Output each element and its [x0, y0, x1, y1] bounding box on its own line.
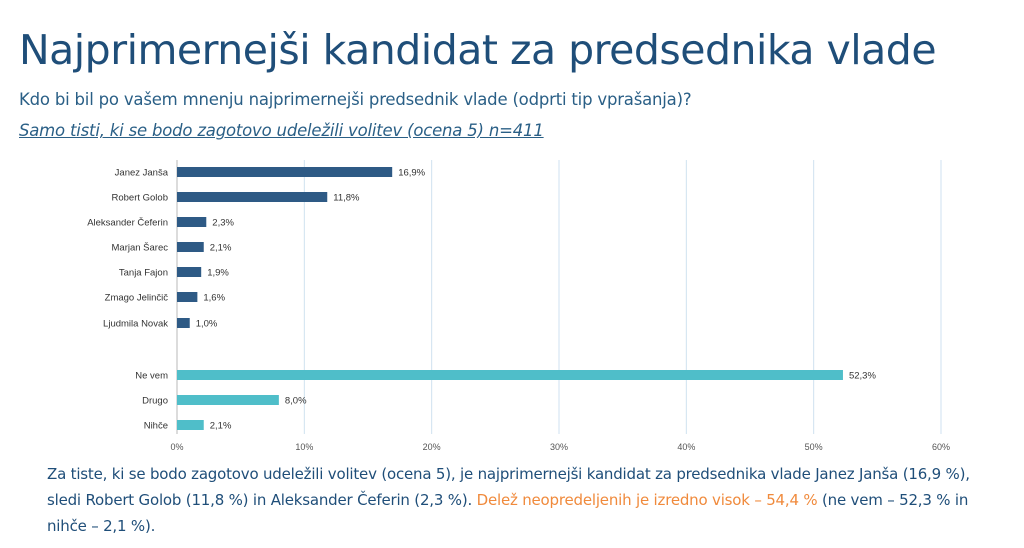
sample-note: Samo tisti, ki se bodo zagotovo udeležil… [19, 121, 544, 140]
value-label: 2,1% [210, 421, 232, 432]
bar [177, 267, 202, 277]
x-tick-label: 20% [423, 442, 441, 452]
question-subtitle: Kdo bi bil po vašem mnenju najprimernejš… [19, 90, 692, 109]
bars [177, 167, 843, 430]
x-tick-label: 50% [805, 442, 823, 452]
bar-chart: 0% 10% 20% 30% 40% 50% 60% Janez Janša 16,9% Robe… [87, 160, 950, 453]
summary-part-2: (ne vem – 52,3 % in nihče – 2,1 %). [47, 491, 969, 535]
category-label: Zmago Jelinčič [105, 293, 169, 304]
category-label: Tanja Fajon [119, 268, 168, 279]
category-label: Janez Janša [115, 168, 169, 179]
bar [177, 370, 843, 380]
value-label: 2,1% [210, 243, 232, 254]
category-label: Drugo [142, 396, 168, 407]
bar [177, 292, 198, 302]
category-label: Robert Golob [111, 193, 168, 204]
category-label: Nihče [144, 421, 168, 432]
category-label: Ljudmila Novak [103, 319, 168, 330]
value-label: 1,0% [196, 319, 218, 330]
bar [177, 318, 190, 328]
grid-lines [176, 160, 942, 434]
labels: 0% 10% 20% 30% 40% 50% 60% Janez Janša 16,9% Robe… [87, 168, 950, 453]
category-label: Aleksander Čeferin [87, 218, 168, 229]
value-label: 16,9% [398, 168, 425, 179]
category-label: Marjan Šarec [112, 243, 169, 254]
bar [177, 242, 204, 252]
page-title: Najprimernejši kandidat za predsednika v… [19, 26, 937, 74]
bar [177, 395, 279, 405]
bar [177, 167, 393, 177]
x-tick-label: 10% [295, 442, 313, 452]
value-label: 52,3% [849, 371, 876, 382]
summary-text: Za tiste, ki se bodo zagotovo udeležili … [47, 461, 997, 539]
x-tick-label: 40% [677, 442, 695, 452]
value-label: 2,3% [212, 218, 234, 229]
category-label: Ne vem [135, 371, 168, 382]
x-tick-label: 0% [170, 442, 183, 452]
value-label: 1,9% [207, 268, 229, 279]
bar [177, 217, 207, 227]
bar [177, 192, 328, 202]
x-tick-label: 60% [932, 442, 950, 452]
value-label: 8,0% [285, 396, 307, 407]
x-tick-label: 30% [550, 442, 568, 452]
bar [177, 420, 204, 430]
summary-highlight: Delež neopredeljenih je izredno visok – … [476, 491, 818, 509]
value-label: 11,8% [333, 193, 360, 204]
value-label: 1,6% [203, 293, 225, 304]
summary-part-1: Za tiste, ki se bodo zagotovo udeležili … [47, 465, 970, 509]
